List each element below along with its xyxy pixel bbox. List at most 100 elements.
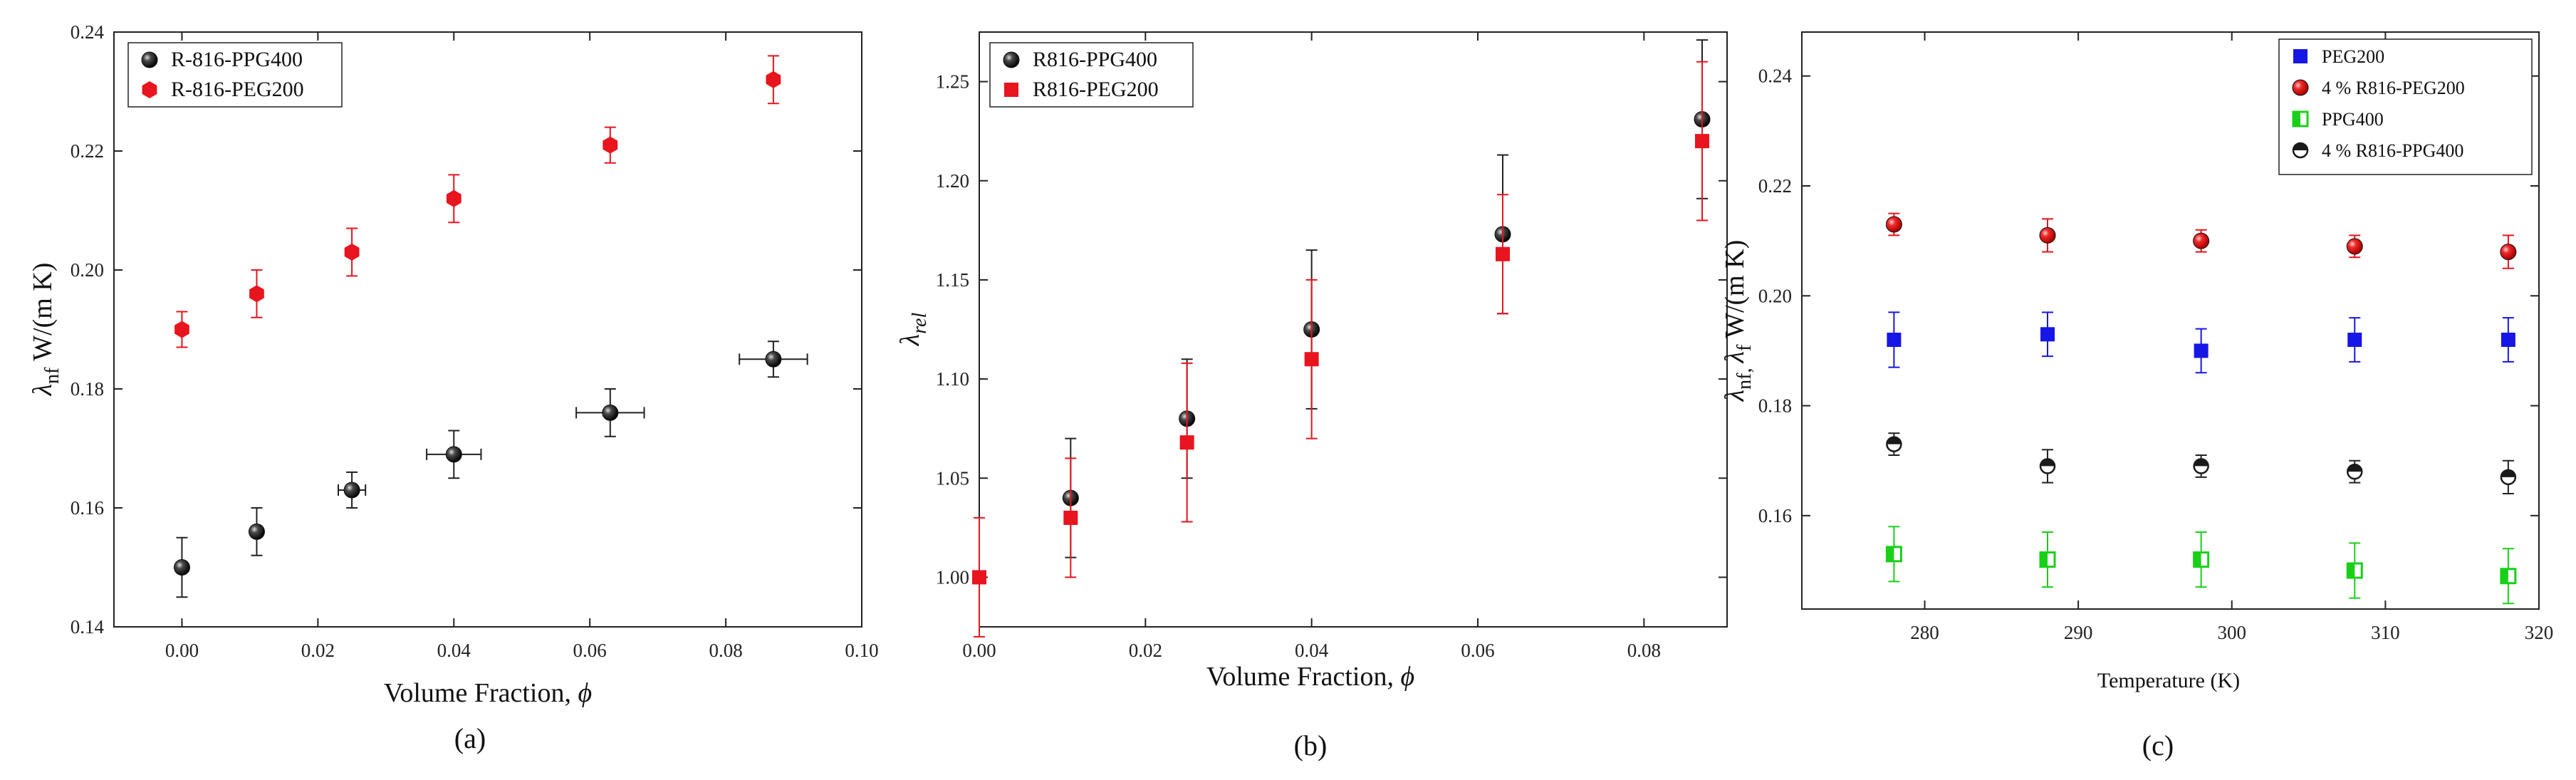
y-tick-label-b: 1.20 (936, 170, 969, 192)
panel-label-a: (a) (454, 722, 486, 754)
data-point-c-s3 (2039, 458, 2056, 474)
y-tick-label-a: 0.20 (71, 259, 104, 281)
data-point-c-s0 (2040, 327, 2055, 342)
legend-marker-b (1004, 83, 1018, 97)
y-tick-label-c: 0.18 (1758, 395, 1792, 417)
x-tick-label-b: 0.02 (1129, 640, 1162, 661)
data-point-c-s1 (1885, 216, 1902, 233)
panel-label-b: (b) (1294, 729, 1328, 761)
x-axis-label-c: Temperature (K) (2097, 669, 2240, 692)
panel-a: 0.00 0.02 0.04 0.06 0.08 0.10 0.14 0.16 0.18 0.20… (28, 21, 879, 754)
x-tick-label-b: 0.08 (1627, 640, 1661, 661)
legend-label-c: 4 % R816-PEG200 (2322, 78, 2465, 98)
data-point-a-s1 (766, 71, 781, 88)
data-point-c-s0 (2501, 333, 2515, 347)
x-tick-label-b: 0.06 (1461, 640, 1494, 661)
y-tick-label-a: 0.18 (71, 378, 104, 400)
data-point-c-s1 (2193, 232, 2210, 249)
legend-marker-c (2292, 79, 2309, 96)
x-tick-label-b: 0.00 (962, 640, 996, 661)
y-tick-label-c: 0.24 (1758, 66, 1793, 87)
x-tick-label-a: 0.02 (301, 640, 335, 661)
data-point-a-s1 (603, 136, 618, 154)
y-tick-label-c: 0.20 (1758, 285, 1792, 306)
x-tick-label-a: 0.00 (165, 640, 199, 661)
legend-marker-a (141, 51, 158, 68)
y-tick-label-c: 0.16 (1758, 505, 1792, 526)
x-tick-label-b: 0.04 (1295, 640, 1329, 661)
legend-label-b: R816-PPG400 (1033, 48, 1157, 71)
data-point-c-s3 (2347, 463, 2363, 480)
data-point-c-s0 (1887, 333, 1902, 347)
y-tick-label-a: 0.14 (71, 616, 105, 638)
x-tick-label-a: 0.04 (437, 640, 471, 661)
plot-frame-b (979, 31, 1728, 628)
y-tick-label-a: 0.22 (71, 140, 104, 162)
legend-marker-c (2292, 110, 2309, 128)
plot-frame-a (113, 31, 862, 628)
data-point-b-s1 (972, 570, 986, 585)
x-axis-label-b: Volume Fraction, ϕ (1206, 662, 1414, 692)
legend-label-c: PPG400 (2322, 109, 2384, 130)
x-tick-label-c: 300 (2218, 622, 2247, 643)
data-point-c-s1 (2346, 238, 2363, 255)
x-tick-label-c: 280 (1910, 622, 1939, 643)
y-axis-label-c: λnf, λf W/(m K) (1720, 240, 1756, 402)
x-tick-label-c: 290 (2064, 622, 2093, 643)
data-point-b-s1 (1496, 246, 1510, 261)
data-point-a-s0 (445, 446, 462, 463)
legend-label-a: R-816-PEG200 (171, 78, 304, 101)
data-point-a-s0 (602, 404, 619, 421)
data-point-a-s0 (173, 559, 190, 576)
legend-label-c: PEG200 (2322, 46, 2384, 67)
data-point-a-s1 (446, 189, 462, 207)
data-point-c-s3 (1886, 436, 1902, 452)
x-tick-label-a: 0.06 (573, 640, 607, 661)
y-tick-label-a: 0.24 (71, 21, 105, 43)
y-tick-label-b: 1.05 (936, 467, 969, 489)
data-point-b-s1 (1063, 510, 1078, 525)
data-point-c-s2 (2039, 551, 2056, 568)
data-point-a-s1 (249, 285, 264, 303)
legend-marker-c (2292, 142, 2309, 159)
legend-label-c: 4 % R816-PPG400 (2322, 140, 2463, 161)
data-point-a-s1 (174, 321, 189, 338)
x-tick-label-c: 320 (2525, 622, 2554, 643)
data-point-c-s3 (2193, 458, 2209, 474)
data-point-a-s0 (248, 523, 265, 540)
data-point-c-s3 (2500, 469, 2517, 486)
data-point-c-s1 (2039, 227, 2056, 244)
legend-marker-b (1003, 51, 1020, 68)
y-tick-label-b: 1.10 (936, 368, 969, 390)
y-axis-label-b: λrel (895, 313, 931, 347)
data-point-b-s1 (1695, 134, 1709, 149)
legend-marker-c (2293, 49, 2308, 63)
data-point-c-s2 (2500, 568, 2517, 585)
data-point-c-s2 (2346, 562, 2363, 579)
data-point-b-s1 (1179, 435, 1194, 450)
y-tick-label-b: 1.25 (936, 71, 969, 93)
x-tick-label-c: 310 (2371, 622, 2400, 643)
y-tick-label-b: 1.00 (936, 566, 969, 588)
plot-frame-c (1801, 31, 2540, 610)
panel-label-c: (c) (2142, 729, 2174, 761)
legend-box-c (2278, 38, 2533, 175)
legend-b: R816-PPG400 R816-PEG200 (989, 42, 1194, 108)
x-axis-label-a: Volume Fraction, ϕ (384, 678, 592, 708)
data-point-a-s0 (765, 350, 782, 368)
panel-c: 280 290 300 310 320 0.16 0.18 0.20 0.22 0.24 PEG2… (1720, 31, 2554, 761)
legend-a: R-816-PPG400 R-816-PEG200 (127, 42, 343, 108)
x-tick-label-a: 0.10 (845, 640, 878, 661)
data-point-c-s0 (2194, 343, 2209, 358)
y-tick-label-c: 0.22 (1758, 175, 1792, 197)
legend-marker-a (142, 81, 157, 98)
y-axis-label-a: λnf W/(m K) (28, 263, 63, 397)
data-point-c-s2 (2193, 551, 2210, 568)
data-point-b-s1 (1304, 352, 1319, 367)
legend-label-b: R816-PEG200 (1033, 78, 1159, 101)
legend-box-a (127, 42, 343, 108)
data-point-c-s2 (1885, 546, 1902, 563)
y-tick-label-b: 1.15 (936, 269, 969, 291)
legend-c: PEG200 4 % R816-PEG200 PPG400 4 % R816-PPG4… (2278, 38, 2533, 175)
